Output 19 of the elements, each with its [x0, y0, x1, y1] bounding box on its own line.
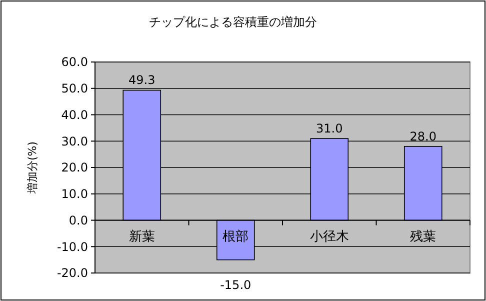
y-tick-label: 60.0 — [61, 55, 88, 70]
y-axis-title: 増加分(%) — [26, 141, 39, 195]
x-tick-label: 小径木 — [310, 229, 349, 244]
data-label: 28.0 — [410, 129, 436, 144]
data-label: 49.3 — [128, 73, 156, 88]
y-tick-label: 10.0 — [61, 187, 88, 202]
data-label: 31.0 — [316, 121, 343, 136]
y-tick-label: 50.0 — [61, 82, 88, 96]
x-tick-label: 新葉 — [128, 229, 155, 244]
y-tick-label: -20.0 — [56, 266, 88, 280]
y-tick-label: -10.0 — [56, 240, 88, 254]
x-tick-label: 根部 — [222, 229, 249, 244]
y-tick-label: 30.0 — [61, 134, 88, 148]
y-tick-label: 20.0 — [61, 160, 88, 175]
data-label: -15.0 — [220, 278, 252, 292]
y-tick-label: 0.0 — [68, 213, 88, 228]
chart-title: チップ化による容積重の増加分 — [149, 15, 317, 29]
x-tick-label: 残葉 — [410, 229, 436, 244]
y-tick-label: 40.0 — [61, 108, 88, 122]
